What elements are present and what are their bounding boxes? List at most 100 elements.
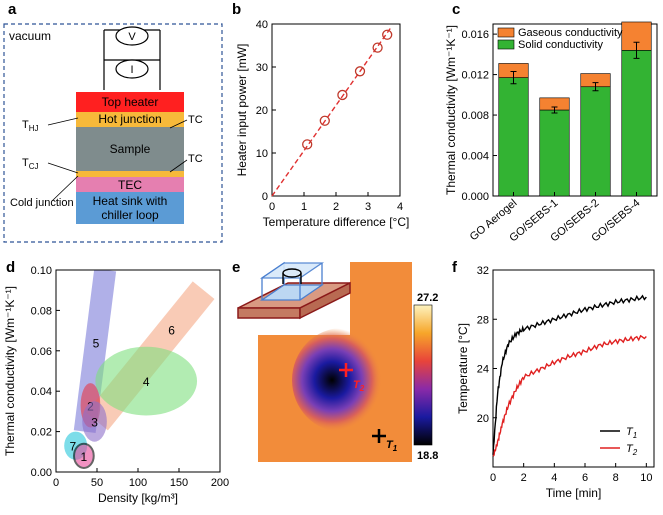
bar-solid — [621, 50, 652, 197]
bar-solid — [498, 77, 529, 197]
heat-sink — [76, 192, 184, 224]
data-point — [372, 42, 383, 53]
y-tick-label: 0.04 — [31, 386, 52, 398]
panel-e: e 27.2 18.8 T2 T1 — [232, 259, 438, 462]
tec — [76, 177, 184, 192]
x-tick-label: 8 — [613, 472, 619, 484]
y-axis-label: Thermal conductivity [Wm⁻¹K⁻¹] — [3, 286, 17, 456]
y-tick-label: 0.00 — [31, 467, 52, 479]
fit-line — [271, 27, 391, 197]
x-tick-label: 10 — [640, 472, 652, 484]
panel-label-f: f — [452, 259, 458, 276]
panel-label-e: e — [232, 259, 240, 276]
x-tick-label: 2 — [521, 472, 527, 484]
y-tick-label: 20 — [477, 413, 489, 425]
y-tick-label: 32 — [477, 265, 489, 277]
y-tick-label: 30 — [256, 62, 268, 74]
x-tick-label: 4 — [397, 201, 403, 213]
region-4 — [95, 346, 198, 416]
thermal-hotspot — [292, 328, 392, 432]
y-tick-label: 0.10 — [31, 265, 52, 277]
y-tick-label: 0.000 — [461, 191, 489, 203]
x-tick-label: 0 — [53, 477, 59, 489]
x-tick-label: 2 — [333, 201, 339, 213]
y-tick-label: 40 — [256, 19, 268, 31]
top-heater — [76, 92, 184, 112]
error-bar — [551, 106, 558, 114]
x-tick-label: 1 — [301, 201, 307, 213]
y-tick-label: 0.016 — [461, 29, 489, 41]
marker-t2: T2 — [339, 363, 365, 393]
ammeter-icon: I — [115, 59, 149, 79]
y-tick-label: 0.08 — [31, 305, 52, 317]
voltmeter-icon: V — [115, 26, 149, 46]
region-label-7: 7 — [69, 440, 76, 454]
data-point — [302, 139, 313, 150]
legend-label: Solid conductivity — [518, 39, 603, 51]
y-tick-label: 0 — [262, 191, 268, 203]
y-axis-label: Heater input power [mW] — [235, 44, 249, 177]
sample-label: Sample — [110, 142, 151, 156]
y-tick-label: 28 — [477, 314, 489, 326]
panel-label-c: c — [452, 1, 460, 18]
y-tick-label: 0.012 — [461, 70, 489, 82]
y-tick-label: 24 — [477, 364, 489, 376]
colorbar — [413, 304, 433, 446]
heat-sink-label-2: chiller loop — [101, 208, 159, 222]
region-label-6: 6 — [168, 324, 175, 338]
plot-frame — [492, 23, 658, 197]
svg-text:T2: T2 — [353, 379, 365, 393]
x-tick-label: 150 — [170, 477, 188, 489]
y-tick-label: 0.02 — [31, 427, 52, 439]
tc-label-top: TC — [188, 114, 203, 126]
sample — [76, 127, 184, 171]
region-label-3: 3 — [91, 416, 98, 430]
panel-d: d 56423710501001502000.000.020.040.060.0… — [3, 259, 229, 505]
t-hj-label: THJ — [22, 119, 39, 133]
x-tick-label: 0 — [490, 472, 496, 484]
y-axis-label: Thermal conductivity [Wm⁻¹K⁻¹] — [444, 25, 458, 195]
legend-swatch — [497, 39, 515, 50]
x-tick-label: 50 — [91, 477, 103, 489]
x-tick-label: 100 — [129, 477, 147, 489]
legend-label: Gaseous conductivity — [518, 27, 623, 39]
ammeter-label: I — [130, 64, 133, 76]
region-layer: 5642371 — [64, 270, 215, 469]
x-tick-label: 3 — [365, 201, 371, 213]
legend-label: T2 — [626, 443, 638, 457]
x-axis-label: Time [min] — [546, 486, 602, 500]
tec-label: TEC — [118, 178, 142, 192]
region-3 — [82, 401, 107, 442]
cold-junction — [76, 171, 184, 177]
y-tick-label: 10 — [256, 148, 268, 160]
bar-solid — [539, 109, 570, 197]
voltmeter-label: V — [128, 31, 136, 43]
colorbar-max: 27.2 — [417, 292, 438, 304]
region-1 — [73, 442, 95, 469]
cold-junction-label: Cold junction — [10, 197, 74, 209]
colorbar-min: 18.8 — [417, 450, 438, 462]
hot-junction — [76, 112, 184, 127]
vacuum-label: vacuum — [9, 29, 51, 43]
panel-a: a vacuum V I Top heater Hot junction Sam… — [3, 1, 223, 243]
region-label-1: 1 — [81, 450, 88, 464]
tc-label-bottom: TC — [188, 153, 203, 165]
y-axis-label: Temperature [°C] — [456, 323, 470, 414]
panel-label-d: d — [6, 259, 15, 276]
marker-t1: T1 — [372, 429, 398, 453]
y-tick-label: 0.06 — [31, 346, 52, 358]
x-tick-label: 200 — [211, 477, 229, 489]
device-icon — [237, 261, 351, 320]
svg-text:T1: T1 — [386, 439, 398, 453]
panel-label-a: a — [8, 1, 17, 18]
hot-junction-label: Hot junction — [98, 112, 161, 126]
side-labels: THJ TC TCJ TC Cold junction — [10, 114, 203, 209]
data-point — [337, 89, 348, 101]
top-heater-label: Top heater — [102, 95, 159, 109]
legend-swatch — [497, 27, 515, 38]
legend-label: T1 — [626, 426, 637, 440]
x-axis-label: Density [kg/m³] — [98, 491, 178, 505]
region-label-5: 5 — [93, 337, 100, 351]
